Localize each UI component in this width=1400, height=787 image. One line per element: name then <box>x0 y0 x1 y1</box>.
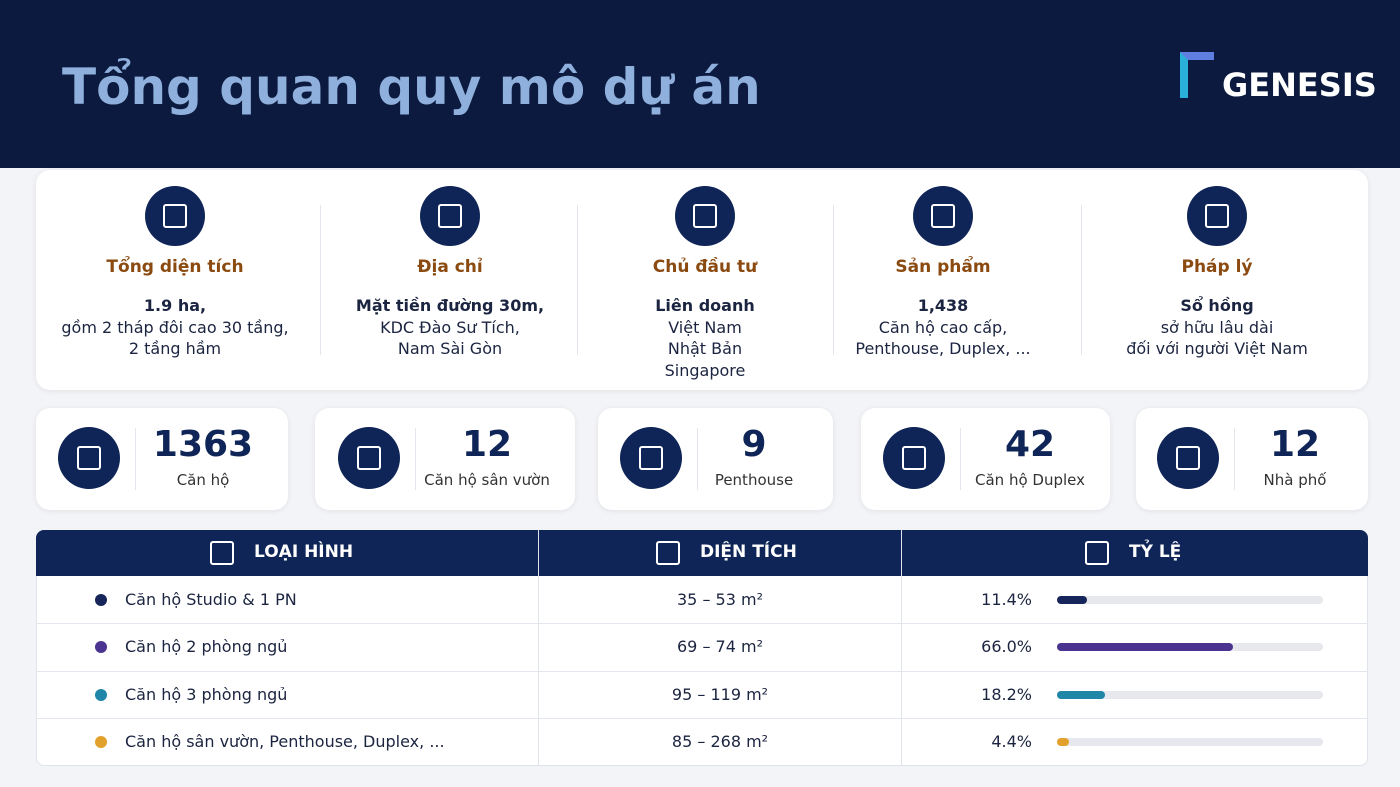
row-divider <box>36 670 1368 672</box>
table-header <box>36 530 1368 576</box>
divider <box>1081 205 1082 355</box>
row-share: 66.0% <box>981 637 1032 657</box>
icon <box>58 427 120 489</box>
column-header: TỶ LỆ <box>1129 542 1182 562</box>
overview-line: 2 tầng hầm <box>128 339 222 358</box>
divider <box>577 205 578 355</box>
overview-line: Nam Sài Gòn <box>397 339 503 358</box>
stat-label: Nhà phố <box>1263 471 1327 489</box>
overview-line: Nhật Bản <box>667 339 743 358</box>
column-header: DIỆN TÍCH <box>700 542 797 562</box>
header-icon <box>656 541 680 565</box>
title: Tổng quan quy mô dự án <box>62 58 761 116</box>
overview-heading: Pháp lý <box>1181 257 1253 277</box>
row-type: Căn hộ 3 phòng ngủ <box>125 684 288 704</box>
stat-label: Căn hộ Duplex <box>975 471 1085 489</box>
row-dot <box>95 735 107 748</box>
column-divider <box>901 530 902 766</box>
share-bar <box>1057 643 1233 652</box>
stat-value: 42 <box>1004 424 1056 465</box>
stat-label: Căn hộ sân vườn <box>424 471 550 489</box>
overview-line: KDC Đào Sư Tích, <box>380 317 520 337</box>
overview-heading: Tổng diện tích <box>106 257 244 277</box>
stat-value: 12 <box>1269 424 1321 465</box>
row-area: 35 – 53 m² <box>677 590 763 609</box>
divider <box>320 205 321 355</box>
divider <box>415 428 416 490</box>
overview-line: Singapore <box>664 360 746 380</box>
icon <box>145 186 205 246</box>
row-dot <box>95 688 107 701</box>
row-area: 69 – 74 m² <box>677 637 763 657</box>
row-divider <box>36 623 1368 625</box>
icon <box>1187 186 1247 246</box>
row-type: Căn hộ 2 phòng ngủ <box>125 637 288 657</box>
share-bar <box>1057 737 1069 746</box>
stat-label: Căn hộ <box>176 471 230 489</box>
row-share: 11.4% <box>981 590 1032 609</box>
icon <box>1157 427 1219 489</box>
row-dot <box>95 594 107 606</box>
overview-heading: Địa chỉ <box>417 257 483 277</box>
row-divider <box>36 717 1368 719</box>
stat-value: 12 <box>461 424 513 465</box>
divider <box>135 428 136 490</box>
row-dot <box>95 641 107 654</box>
overview-line: Căn hộ cao cấp, <box>878 317 1008 337</box>
header-icon <box>210 541 234 565</box>
overview-line: Việt Nam <box>668 317 742 337</box>
divider <box>1234 428 1235 490</box>
header-icon <box>1085 541 1109 565</box>
row-share: 4.4% <box>991 731 1032 751</box>
overview-line: 1.9 ha, <box>143 296 207 315</box>
share-bar <box>1057 596 1088 604</box>
icon <box>338 427 400 489</box>
overview-line: Penthouse, Duplex, ... <box>855 339 1031 358</box>
divider <box>960 428 961 490</box>
header-bar <box>0 0 1400 168</box>
overview-line: gồm 2 tháp đôi cao 30 tầng, <box>61 317 289 337</box>
icon <box>883 427 945 489</box>
row-type: Căn hộ Studio & 1 PN <box>125 590 297 609</box>
icon <box>675 186 735 246</box>
overview-line: Liên doanh <box>655 296 755 315</box>
divider <box>833 205 834 355</box>
logo-mark <box>1180 52 1214 98</box>
stat-value: 9 <box>741 424 767 465</box>
overview-line: 1,438 <box>917 296 969 315</box>
overview-heading: Chủ đầu tư <box>652 257 758 277</box>
row-area: 95 – 119 m² <box>671 684 769 704</box>
row-type: Căn hộ sân vườn, Penthouse, Duplex, ... <box>125 731 445 751</box>
column-header: LOẠI HÌNH <box>254 542 354 562</box>
overview-line: đối với người Việt Nam <box>1126 339 1308 358</box>
bar-track <box>1057 737 1323 746</box>
overview-line: Sổ hồng <box>1180 296 1254 315</box>
icon <box>420 186 480 246</box>
bar-track <box>1057 596 1323 604</box>
icon <box>620 427 682 489</box>
overview-line: sở hữu lâu dài <box>1160 317 1274 337</box>
stat-value: 1363 <box>152 424 254 465</box>
share-bar <box>1057 690 1106 699</box>
row-area: 85 – 268 m² <box>671 731 769 751</box>
icon <box>913 186 973 246</box>
logo: GENESIS <box>1222 66 1377 104</box>
overview-heading: Sản phẩm <box>895 257 991 277</box>
bar-track <box>1057 690 1323 699</box>
column-divider <box>538 530 539 766</box>
divider <box>697 428 698 490</box>
stat-label: Penthouse <box>714 471 794 489</box>
row-share: 18.2% <box>981 684 1032 704</box>
overview-line: Mặt tiền đường 30m, <box>355 296 545 315</box>
